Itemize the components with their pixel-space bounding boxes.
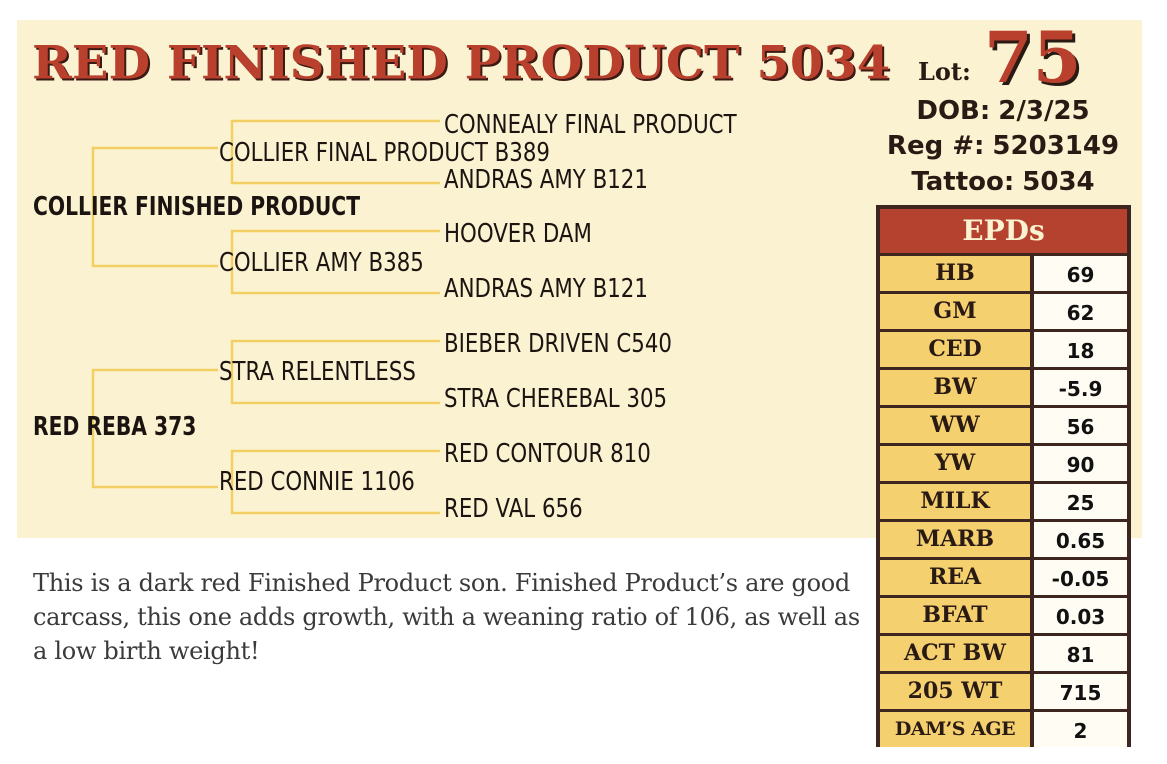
epd-label: BFAT [880,598,1030,633]
epd-label: YW [880,446,1030,481]
dob-value: 2/3/25 [998,96,1090,126]
pedigree-ggp-3: HOOVER DAM [444,219,592,249]
epd-value: 18 [1034,332,1127,367]
epd-value: 0.65 [1034,522,1127,557]
pedigree-ggp-2: ANDRAS AMY B121 [444,165,648,195]
lot-number: 75 [984,16,1082,99]
tattoo-value: 5034 [1022,167,1095,197]
epd-rows: HB 69 GM 62 CED 18 BW -5.9 WW 56 YW 90 MILK 25 MARB 0.6… [880,256,1127,747]
pedigree-dam-dam: RED CONNIE 1106 [219,467,415,497]
dam-dam-bracket-line [230,449,440,515]
epd-row: BW -5.9 [880,370,1127,405]
epd-value: -5.9 [1034,370,1127,405]
pedigree-ggp-4: ANDRAS AMY B121 [444,274,648,304]
epd-row: HB 69 [880,256,1127,291]
reg-value: 5203149 [992,131,1120,161]
epd-row: MARB 0.65 [880,522,1127,557]
epd-label: HB [880,256,1030,291]
epd-value: 90 [1034,446,1127,481]
dam-sire-bracket-line [230,339,440,405]
epd-label: MILK [880,484,1030,519]
dam-bracket-line [91,368,218,489]
epd-row: WW 56 [880,408,1127,443]
epd-header: EPDs [880,209,1127,253]
pedigree-ggp-8: RED VAL 656 [444,494,583,524]
pedigree-ggp-1: CONNEALY FINAL PRODUCT [444,110,737,140]
epd-value: 69 [1034,256,1127,291]
tattoo-label: Tattoo: [911,167,1015,197]
epd-value: 56 [1034,408,1127,443]
epd-row: ACT BW 81 [880,636,1127,671]
epd-value: 81 [1034,636,1127,671]
pedigree-dam: RED REBA 373 [33,412,197,442]
epd-row: 205 WT 715 [880,674,1127,709]
epd-row: YW 90 [880,446,1127,481]
pedigree-sire-sire: COLLIER FINAL PRODUCT B389 [219,138,550,168]
pedigree-ggp-5: BIEBER DRIVEN C540 [444,329,672,359]
epd-label: CED [880,332,1030,367]
description-text: This is a dark red Finished Product son.… [33,569,860,665]
epd-row: REA -0.05 [880,560,1127,595]
tattoo-line: Tattoo: 5034 [878,167,1128,197]
lot-label: Lot: [918,57,971,86]
epd-label: MARB [880,522,1030,557]
epd-value: 62 [1034,294,1127,329]
animal-name-title: RED FINISHED PRODUCT 5034 [32,36,891,90]
epd-label: 205 WT [880,674,1030,709]
epd-value: 0.03 [1034,598,1127,633]
epd-label: DAM’S AGE [880,712,1030,747]
pedigree-dam-sire: STRA RELENTLESS [219,357,416,387]
sire-dam-bracket-line [230,229,440,295]
epd-row: CED 18 [880,332,1127,367]
epd-label: GM [880,294,1030,329]
epd-row: BFAT 0.03 [880,598,1127,633]
epd-label: BW [880,370,1030,405]
epd-value: 2 [1034,712,1127,747]
epd-row: MILK 25 [880,484,1127,519]
epd-value: -0.05 [1034,560,1127,595]
epd-label: ACT BW [880,636,1030,671]
epd-label: REA [880,560,1030,595]
epd-label: WW [880,408,1030,443]
epd-row: DAM’S AGE 2 [880,712,1127,747]
pedigree-sire-dam: COLLIER AMY B385 [219,248,424,278]
epd-value: 715 [1034,674,1127,709]
pedigree-ggp-6: STRA CHEREBAL 305 [444,384,668,414]
pedigree-ggp-7: RED CONTOUR 810 [444,439,651,469]
epd-row: GM 62 [880,294,1127,329]
reg-label: Reg #: [886,131,985,161]
sire-sire-bracket-line [230,119,440,185]
reg-line: Reg #: 5203149 [878,131,1128,161]
pedigree-sire: COLLIER FINISHED PRODUCT [33,192,361,222]
epd-value: 25 [1034,484,1127,519]
epd-table: EPDs HB 69 GM 62 CED 18 BW -5.9 WW 56 YW 90 MILK 25 MA… [876,205,1131,747]
dob-label: DOB: [916,96,991,126]
sire-bracket-line [91,146,218,268]
dob-line: DOB: 2/3/25 [878,96,1128,126]
